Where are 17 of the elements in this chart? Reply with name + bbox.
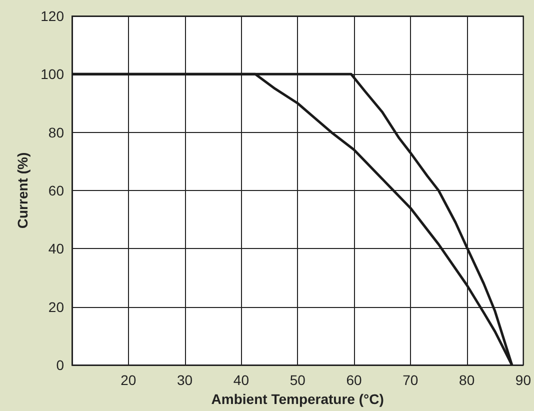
x-axis-title: Ambient Temperature (°C) bbox=[211, 390, 384, 407]
y-tick-label: 100 bbox=[40, 66, 64, 82]
y-tick-label: 80 bbox=[48, 124, 64, 140]
y-tick-label: 20 bbox=[48, 298, 64, 315]
x-tick-label: 30 bbox=[177, 372, 193, 388]
y-tick-label: 0 bbox=[56, 357, 64, 373]
y-tick-label: 120 bbox=[40, 8, 64, 24]
x-tick-label: 20 bbox=[120, 372, 136, 388]
x-tick-label: 40 bbox=[233, 372, 250, 388]
y-tick-label: 60 bbox=[48, 182, 64, 198]
y-axis-title: Current (%) bbox=[14, 152, 31, 229]
x-tick-label: 60 bbox=[346, 372, 362, 388]
x-tick-label: 80 bbox=[459, 372, 475, 388]
y-tick-label: 40 bbox=[48, 240, 64, 257]
x-tick-label: 90 bbox=[515, 372, 532, 388]
x-tick-label: 70 bbox=[402, 372, 418, 388]
x-tick-label: 50 bbox=[290, 372, 306, 388]
